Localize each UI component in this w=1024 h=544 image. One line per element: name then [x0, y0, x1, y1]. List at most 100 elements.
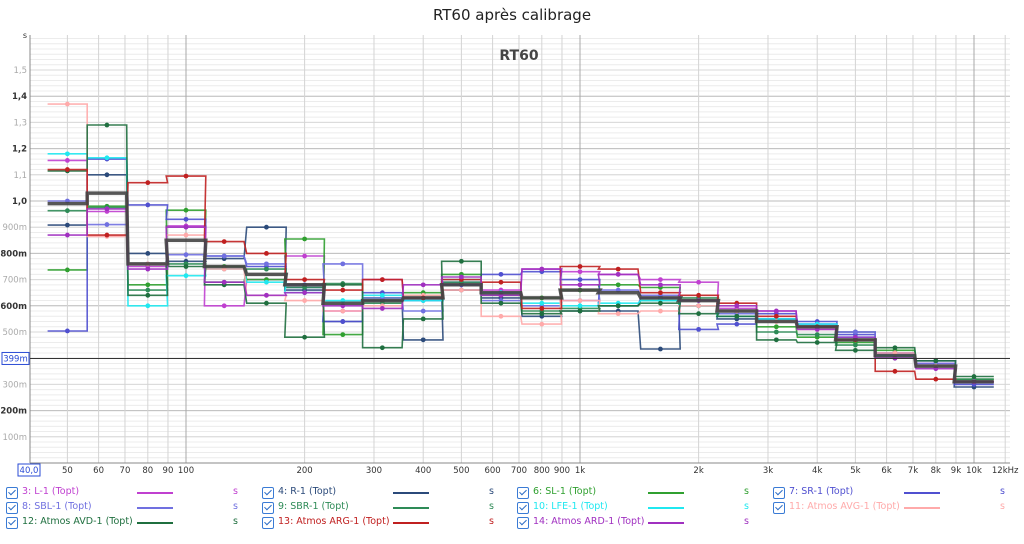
data-point [577, 277, 583, 282]
data-point [264, 261, 269, 267]
data-point [577, 298, 583, 303]
legend-label: 10: LFE-1 (Topt) [533, 501, 608, 512]
data-point [658, 282, 663, 288]
data-point [577, 269, 583, 275]
legend-label: 13: Atmos ARG-1 (Topt) [278, 516, 390, 527]
x-tick-label: 6k [881, 466, 891, 476]
legend-unit: s [233, 501, 238, 512]
legend-checkbox[interactable] [517, 502, 529, 514]
data-point [852, 329, 858, 335]
legend-checkbox[interactable] [6, 502, 18, 514]
data-point [379, 277, 385, 282]
data-point [658, 300, 663, 306]
x-tick-label: 400 [415, 466, 431, 476]
legend-line-swatch [393, 507, 429, 509]
data-point [458, 258, 464, 264]
x-tick-label: 7k [908, 466, 918, 476]
cursor-x-box [17, 463, 41, 477]
legend-checkbox[interactable] [262, 502, 274, 514]
data-point [696, 326, 702, 332]
data-point [183, 224, 189, 230]
y-tick-label: 1,4 [12, 92, 27, 102]
data-point [577, 308, 583, 314]
data-point [892, 345, 898, 351]
y-tick-label: 1,1 [13, 171, 27, 181]
legend-label: 12: Atmos AVD-1 (Topt) [22, 516, 133, 527]
x-tick-label: 600 [484, 466, 500, 476]
x-tick-label: 9k [951, 466, 961, 476]
legend-line-swatch [137, 522, 173, 524]
data-point [64, 101, 70, 107]
legend-checkbox[interactable] [262, 517, 274, 529]
data-point [773, 329, 779, 335]
cursor-x-label: 40,0 [20, 466, 39, 476]
legend-checkbox[interactable] [517, 517, 529, 529]
data-point [658, 277, 663, 282]
y-tick-label: 300m [2, 380, 27, 390]
data-point [221, 303, 227, 309]
data-point [814, 332, 820, 338]
data-point [64, 208, 70, 214]
rt60-chart: 100m 200m 300m 500m 600m 700m 800m 900m 1,0 1,1 1,… [0, 31, 1019, 477]
data-point [498, 271, 504, 277]
data-point [539, 306, 545, 311]
x-tick-label: 70 [120, 466, 131, 476]
y-tick-label: 1,0 [12, 197, 27, 207]
legend-unit: s [489, 486, 494, 497]
legend-label: 11: Atmos AVG-1 (Topt) [789, 501, 900, 512]
data-point [971, 374, 977, 379]
data-point [773, 337, 779, 343]
legend-unit: s [744, 501, 749, 512]
legend-checkbox[interactable] [517, 487, 529, 499]
data-point [104, 222, 110, 227]
data-point [104, 122, 110, 128]
data-point [183, 232, 189, 238]
legend-checkbox[interactable] [773, 487, 785, 499]
data-point [577, 282, 583, 288]
data-point [302, 334, 308, 340]
data-point [302, 236, 308, 242]
legend-checkbox[interactable] [262, 487, 274, 499]
legend-checkbox[interactable] [6, 517, 18, 529]
data-point [340, 308, 346, 314]
legend-checkbox[interactable] [773, 502, 785, 514]
data-point [577, 303, 583, 309]
series-7 [47, 151, 994, 385]
data-point [420, 337, 426, 343]
data-point [183, 264, 189, 269]
data-point [145, 292, 151, 298]
x-tick-label: 200 [296, 466, 312, 476]
legend-checkbox[interactable] [6, 487, 18, 499]
y-tick-label: 1,5 [13, 66, 27, 76]
data-point [104, 206, 110, 212]
data-point [734, 313, 740, 319]
x-tick-label: 90 [163, 466, 174, 476]
x-tick-label: 100 [178, 466, 194, 476]
data-point [498, 300, 504, 306]
x-tick-label: 1k [575, 466, 585, 476]
x-tick-label: 4k [812, 466, 822, 476]
data-point [773, 313, 779, 319]
data-point [773, 324, 779, 330]
data-point [340, 332, 346, 338]
data-point [458, 287, 464, 293]
legend-label: 3: L-1 (Topt) [22, 486, 80, 497]
data-point [183, 273, 189, 279]
data-point [379, 306, 385, 311]
series-4 [47, 156, 994, 387]
data-point [814, 340, 820, 345]
legend-label: 7: SR-1 (Topt) [789, 486, 854, 497]
data-point [658, 308, 663, 314]
y-tick-label: 600m [0, 302, 27, 312]
y-unit-label: s [23, 31, 27, 40]
data-point [420, 282, 426, 288]
legend-line-swatch [648, 507, 684, 509]
x-tick-label: 700 [511, 466, 527, 476]
data-point [221, 253, 227, 259]
data-point [64, 232, 70, 238]
legend-line-swatch [904, 507, 940, 509]
data-point [302, 290, 308, 296]
data-point [145, 282, 151, 288]
y-tick-label: 700m [2, 276, 27, 286]
legend-line-swatch [648, 492, 684, 494]
